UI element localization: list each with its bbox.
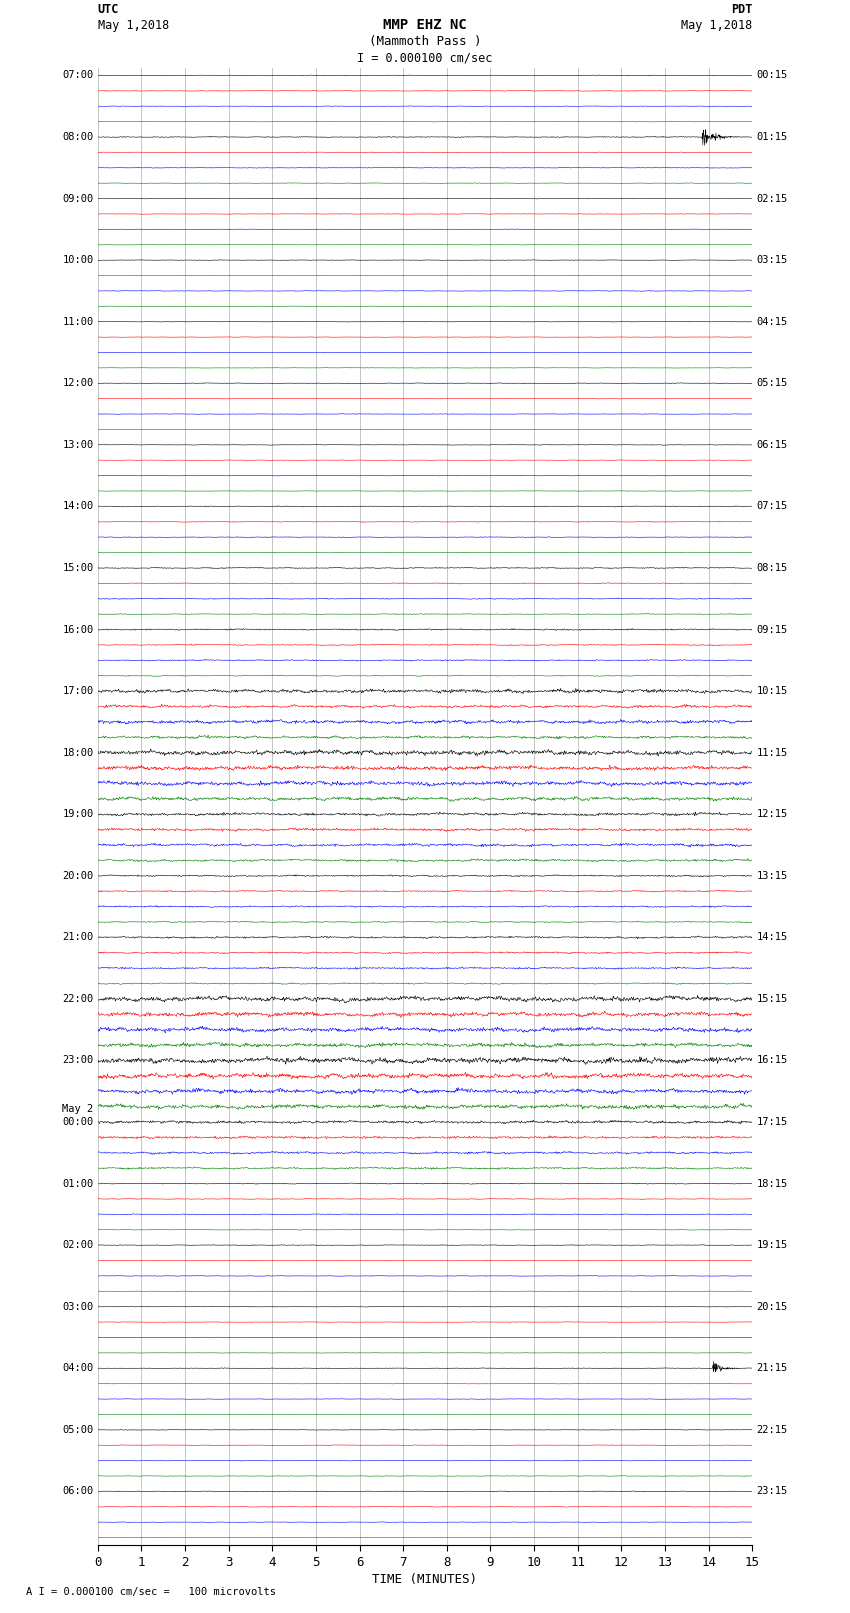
Text: 01:15: 01:15 <box>756 132 788 142</box>
Text: 13:15: 13:15 <box>756 871 788 881</box>
Text: 11:15: 11:15 <box>756 748 788 758</box>
Text: 09:15: 09:15 <box>756 624 788 634</box>
Text: 04:15: 04:15 <box>756 316 788 327</box>
Text: 00:00: 00:00 <box>62 1118 94 1127</box>
Text: 02:00: 02:00 <box>62 1240 94 1250</box>
Text: 23:00: 23:00 <box>62 1055 94 1066</box>
Text: 16:15: 16:15 <box>756 1055 788 1066</box>
Text: 10:15: 10:15 <box>756 686 788 697</box>
Text: 02:15: 02:15 <box>756 194 788 203</box>
Text: MMP EHZ NC: MMP EHZ NC <box>383 18 467 32</box>
Text: May 1,2018: May 1,2018 <box>98 19 169 32</box>
Text: 07:00: 07:00 <box>62 71 94 81</box>
Text: 19:00: 19:00 <box>62 810 94 819</box>
Text: 03:15: 03:15 <box>756 255 788 265</box>
Text: 15:00: 15:00 <box>62 563 94 573</box>
Text: 15:15: 15:15 <box>756 994 788 1003</box>
Text: 08:00: 08:00 <box>62 132 94 142</box>
Text: May 1,2018: May 1,2018 <box>681 19 752 32</box>
Text: 03:00: 03:00 <box>62 1302 94 1311</box>
Text: 00:15: 00:15 <box>756 71 788 81</box>
Text: 16:00: 16:00 <box>62 624 94 634</box>
Text: 18:15: 18:15 <box>756 1179 788 1189</box>
Text: I = 0.000100 cm/sec: I = 0.000100 cm/sec <box>357 52 493 65</box>
Text: 09:00: 09:00 <box>62 194 94 203</box>
X-axis label: TIME (MINUTES): TIME (MINUTES) <box>372 1573 478 1586</box>
Text: 21:15: 21:15 <box>756 1363 788 1373</box>
Text: 18:00: 18:00 <box>62 748 94 758</box>
Text: 07:15: 07:15 <box>756 502 788 511</box>
Text: (Mammoth Pass ): (Mammoth Pass ) <box>369 35 481 48</box>
Text: 21:00: 21:00 <box>62 932 94 942</box>
Text: 05:00: 05:00 <box>62 1424 94 1436</box>
Text: 10:00: 10:00 <box>62 255 94 265</box>
Text: 12:15: 12:15 <box>756 810 788 819</box>
Text: 06:00: 06:00 <box>62 1487 94 1497</box>
Text: 20:15: 20:15 <box>756 1302 788 1311</box>
Text: 14:00: 14:00 <box>62 502 94 511</box>
Text: 22:15: 22:15 <box>756 1424 788 1436</box>
Text: 14:15: 14:15 <box>756 932 788 942</box>
Text: 22:00: 22:00 <box>62 994 94 1003</box>
Text: 17:00: 17:00 <box>62 686 94 697</box>
Text: 06:15: 06:15 <box>756 440 788 450</box>
Text: 01:00: 01:00 <box>62 1179 94 1189</box>
Text: 08:15: 08:15 <box>756 563 788 573</box>
Text: 11:00: 11:00 <box>62 316 94 327</box>
Text: 20:00: 20:00 <box>62 871 94 881</box>
Text: PDT: PDT <box>731 3 752 16</box>
Text: UTC: UTC <box>98 3 119 16</box>
Text: 13:00: 13:00 <box>62 440 94 450</box>
Text: A I = 0.000100 cm/sec =   100 microvolts: A I = 0.000100 cm/sec = 100 microvolts <box>26 1587 275 1597</box>
Text: 04:00: 04:00 <box>62 1363 94 1373</box>
Text: 23:15: 23:15 <box>756 1487 788 1497</box>
Text: 17:15: 17:15 <box>756 1118 788 1127</box>
Text: 12:00: 12:00 <box>62 379 94 389</box>
Text: 19:15: 19:15 <box>756 1240 788 1250</box>
Text: 05:15: 05:15 <box>756 379 788 389</box>
Text: May 2: May 2 <box>62 1103 94 1115</box>
